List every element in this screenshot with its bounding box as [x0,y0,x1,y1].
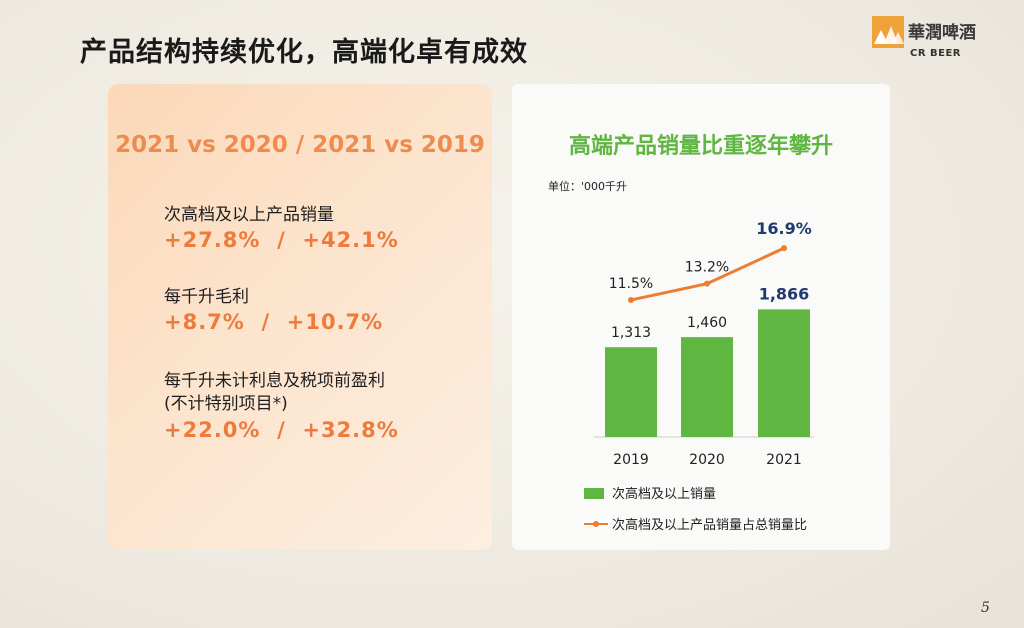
legend-bar-label: 次高档及以上销量 [612,486,716,502]
logo-mark-icon [872,16,904,48]
chart-panel: 高端产品销量比重逐年攀升 单位：'000千升 1,313 2019 11.5% 1,4… [512,84,890,550]
summary-panel: 2021 vs 2020 / 2021 vs 2019 次高档及以上产品销量 +… [108,84,492,550]
legend-line-label: 次高档及以上产品销量占总销量比 [612,517,807,533]
metric-label-gross-profit: 每千升毛利 [164,287,249,307]
metric-value-gross-profit: +8.7% / +10.7% [164,310,384,334]
bar-2021 [758,309,810,437]
ratio-value-label-2021: 16.9% [756,219,812,238]
legend-line-marker [593,521,599,527]
page-number: 5 [981,600,990,616]
comparison-title: 2021 vs 2020 / 2021 vs 2019 [115,132,485,158]
chart-title: 高端产品销量比重逐年攀升 [568,134,833,159]
ratio-value-label-2020: 13.2% [685,260,729,276]
x-tick-label-2019: 2019 [613,452,649,468]
metric-value-premium-volume: +27.8% / +42.1% [164,228,399,252]
slide-title: 产品结构持续优化，高端化卓有成效 [80,37,528,68]
ratio-point-2020 [704,280,710,287]
x-tick-label-2020: 2020 [689,452,725,468]
ratio-point-2021 [781,245,787,252]
combo-chart: 1,313 2019 11.5% 1,460 2020 13.2% 1,866 2021 16.… [584,219,814,533]
logo-name-en: CR BEER [910,48,962,59]
bar-value-label-2021: 1,866 [759,284,810,303]
ratio-point-2019 [628,297,634,303]
metric-value-ebit: +22.0% / +32.8% [164,418,399,442]
metric-label-ebit: 每千升未计利息及税项前盈利 [164,371,385,391]
metric-label-premium-volume: 次高档及以上产品销量 [164,205,334,225]
bar-2020 [681,337,733,437]
bar-value-label-2019: 1,313 [611,325,651,341]
bar-2019 [605,347,657,437]
bar-value-label-2020: 1,460 [687,315,727,331]
legend-bar-swatch [584,488,604,499]
ratio-value-label-2019: 11.5% [609,276,653,292]
cr-beer-logo: 華潤啤酒 CR BEER [872,14,992,64]
chart-unit-label: 单位：'000千升 [548,180,628,193]
logo-name-cn: 華潤啤酒 [908,23,976,43]
x-tick-label-2021: 2021 [766,452,802,468]
metric-label-ebit-note: (不计特别项目*) [164,394,288,414]
